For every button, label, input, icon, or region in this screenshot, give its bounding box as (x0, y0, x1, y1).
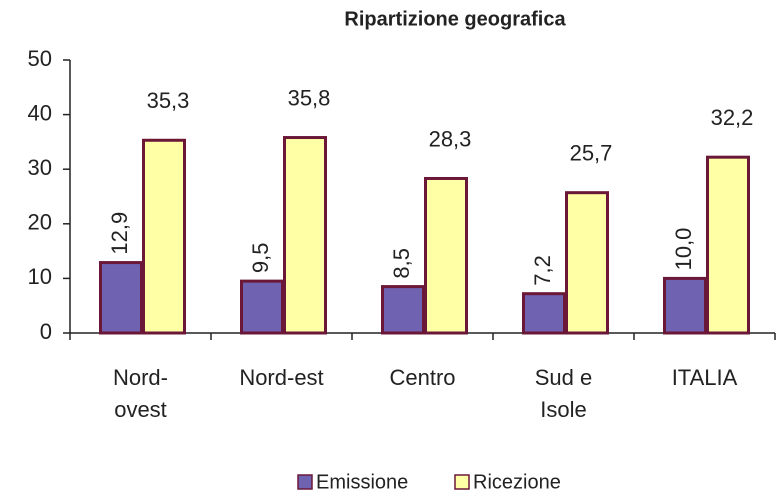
x-tick-label: ITALIA (671, 365, 738, 390)
data-label: 10,0 (671, 228, 696, 271)
y-tick-label: 20 (28, 210, 52, 235)
chart-title: Ripartizione geografica (344, 8, 566, 30)
data-label: 35,8 (288, 85, 331, 110)
x-tick-label: Centro (389, 365, 456, 390)
y-tick-label: 50 (28, 46, 52, 71)
bar (565, 191, 609, 335)
y-tick-label: 0 (40, 319, 52, 344)
bar (240, 279, 284, 335)
data-label: 32,2 (711, 105, 754, 130)
legend-label: Ricezione (473, 471, 561, 493)
bar (706, 155, 750, 335)
data-label: 12,9 (107, 212, 132, 255)
y-tick-label: 30 (28, 155, 52, 180)
bar (283, 136, 327, 335)
data-label: 25,7 (570, 140, 613, 165)
data-label: 35,3 (147, 88, 190, 113)
bar (142, 138, 186, 335)
y-tick-label: 40 (28, 100, 52, 125)
bar (663, 276, 707, 335)
x-tick-label: Nord-est (239, 365, 324, 390)
legend-label: Emissione (316, 471, 408, 493)
data-label: 8,5 (389, 248, 414, 279)
y-tick-label: 10 (28, 264, 52, 289)
legend-swatch (297, 474, 313, 490)
data-label: 7,2 (530, 255, 555, 286)
x-tick-label: Sud e Isole (534, 365, 593, 422)
bar (381, 285, 425, 335)
bar (424, 176, 468, 335)
data-label: 9,5 (248, 243, 273, 274)
bar (522, 292, 566, 335)
bar (99, 261, 143, 335)
legend-swatch (454, 474, 470, 490)
x-tick-label: Nord- ovest (112, 365, 168, 422)
data-label: 28,3 (429, 126, 472, 151)
